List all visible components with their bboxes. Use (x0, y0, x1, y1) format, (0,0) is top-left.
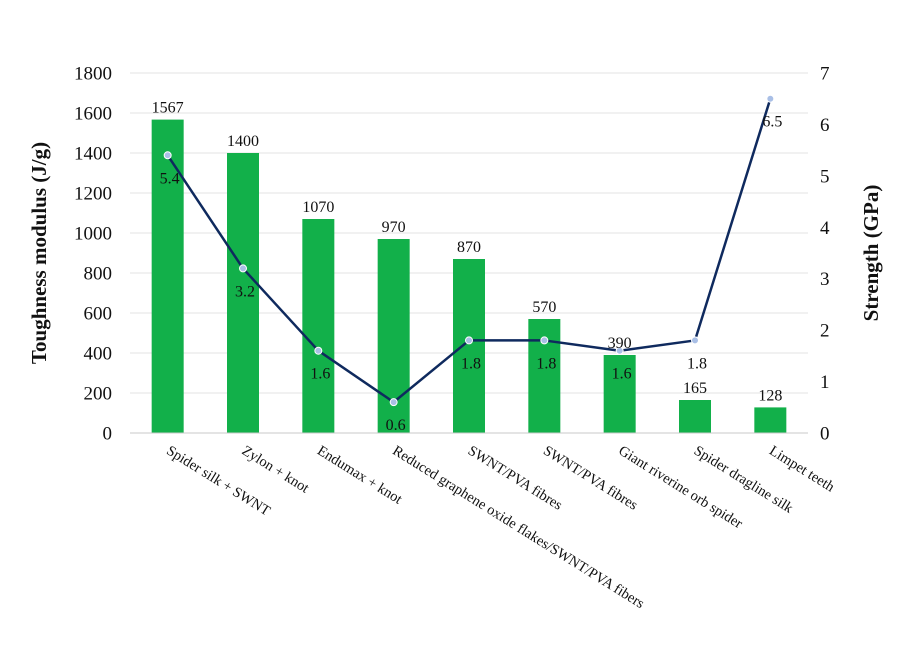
line-value-label: 3.2 (235, 283, 255, 300)
bar-value-label: 165 (683, 380, 707, 397)
bar-value-label: 1567 (152, 100, 184, 117)
line-point (314, 346, 323, 355)
y-tick-label-right: 0 (820, 424, 830, 445)
line-value-label: 0.6 (386, 417, 406, 434)
bar-value-label: 870 (457, 239, 481, 256)
y-tick-label-right: 7 (820, 64, 830, 85)
line-point (239, 264, 247, 273)
line-point (163, 151, 172, 160)
y-tick-label-right: 6 (820, 115, 830, 136)
line-value-label: 6.5 (762, 114, 782, 131)
y-tick-label-left: 1000 (74, 224, 112, 245)
bar-value-label: 970 (382, 219, 406, 236)
y-tick-label-left: 1400 (74, 144, 112, 165)
bar (227, 153, 259, 433)
line-point (766, 94, 775, 103)
y-tick-label-left: 0 (103, 424, 113, 445)
y-tick-label-left: 800 (84, 264, 113, 285)
x-tick-label: Giant riverine orb spider (616, 443, 746, 532)
y-tick-label-right: 5 (820, 166, 830, 187)
bar-value-label: 1070 (302, 199, 334, 216)
line-value-label: 5.4 (160, 170, 180, 187)
y-tick-label-left: 200 (84, 384, 113, 405)
line-point (615, 346, 624, 355)
line-value-label: 1.6 (612, 366, 632, 383)
line-value-label: 1.8 (461, 355, 481, 372)
y-axis-title-right: Strength (GPa) (859, 185, 883, 322)
y-tick-label-left: 1600 (74, 104, 112, 125)
line-point (465, 336, 473, 345)
line-value-label: 1.8 (687, 355, 707, 372)
y-tick-label-left: 1800 (74, 64, 112, 85)
x-tick-label: Reduced graphene oxide flakes/SWNT/PVA f… (390, 443, 648, 612)
bar (679, 400, 711, 433)
y-tick-label-left: 600 (84, 304, 113, 325)
x-tick-label: Zylon + knot (239, 443, 312, 497)
line-point (389, 398, 398, 407)
bar (453, 259, 485, 433)
y-tick-label-left: 1200 (74, 184, 112, 205)
bar (528, 319, 561, 433)
strength-line-series (163, 94, 775, 407)
y-tick-label-left: 400 (84, 344, 113, 365)
bar (151, 119, 184, 433)
bar (754, 407, 787, 433)
bar-value-label: 1400 (227, 133, 259, 150)
bar-value-label: 390 (608, 335, 632, 352)
x-tick-label: Limpet teeth (766, 443, 838, 496)
bar-value-label: 128 (758, 387, 782, 404)
bar (603, 355, 636, 433)
data-labels: 1567 1400 1070 970 870 570 390 165 128 5.4 3.2 1.6 0… (152, 100, 783, 435)
y-tick-label-right: 3 (820, 269, 830, 290)
bar-value-label: 570 (532, 299, 556, 316)
line-point (540, 336, 549, 345)
y-tick-label-right: 1 (820, 372, 830, 393)
y-tick-label-right: 4 (820, 218, 830, 239)
line-point (691, 336, 699, 345)
line-value-label: 1.8 (536, 355, 556, 372)
y-tick-label-right: 2 (820, 321, 830, 342)
line-value-label: 1.6 (310, 366, 330, 383)
bar (302, 219, 335, 433)
y-axis-title-left: Toughness modulus (J/g) (27, 142, 51, 364)
